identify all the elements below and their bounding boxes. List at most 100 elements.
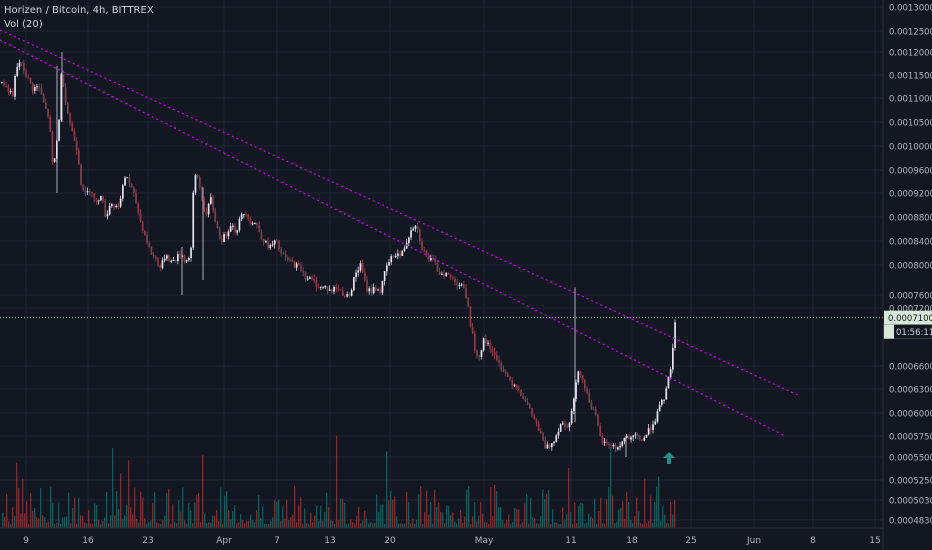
volume-bar	[128, 460, 130, 528]
price-tick-label: 0.00084000	[889, 238, 932, 248]
volume-bar	[274, 500, 276, 528]
candle-body	[491, 348, 494, 353]
price-tick-label: 0.00092000	[889, 190, 932, 200]
candle-body	[91, 192, 93, 194]
volume-bar	[468, 486, 470, 528]
volume-bar	[510, 523, 512, 528]
candle-body	[311, 277, 313, 279]
candle-body	[663, 399, 665, 401]
price-tick-label: 0.00052500	[889, 477, 932, 487]
candle-body	[434, 258, 437, 263]
candle-body	[60, 74, 63, 121]
volume-bar	[268, 524, 270, 528]
volume-bar	[354, 523, 356, 528]
volume-bar	[580, 502, 582, 528]
candle-body	[236, 230, 239, 233]
volume-bar	[294, 485, 296, 528]
candle-body	[133, 187, 135, 193]
volume-bar	[334, 523, 336, 528]
candle-body	[496, 355, 498, 361]
candle-body	[23, 62, 25, 72]
volume-bar	[84, 522, 86, 528]
volume-bar	[364, 510, 366, 528]
volume-bar	[550, 523, 552, 528]
price-axis-labels: 0.00130000 0.00125000 0.00120000 0.00115000…	[889, 4, 932, 527]
volume-bar	[576, 523, 578, 528]
time-tick-label: 16	[82, 536, 94, 546]
volume-bar	[570, 511, 572, 528]
candle-body	[20, 62, 23, 64]
candle-body	[606, 441, 608, 444]
volume-bar	[602, 523, 604, 528]
volume-bar	[138, 522, 140, 528]
candle-body	[361, 263, 364, 273]
candle-body	[223, 234, 225, 243]
candle-body	[102, 195, 104, 201]
candle-body	[18, 62, 21, 67]
candle-body	[540, 430, 542, 434]
candle-body	[172, 260, 175, 262]
candle-body	[227, 231, 230, 237]
volume-bar	[60, 523, 62, 528]
volume-bar	[586, 522, 588, 528]
candle-body	[124, 177, 126, 186]
candle-body	[394, 255, 397, 258]
volume-bar	[102, 521, 104, 528]
candle-body	[128, 177, 131, 184]
candle-body	[339, 289, 342, 291]
candle-body	[1, 81, 3, 83]
volume-bar	[90, 523, 92, 528]
candle-body	[302, 271, 305, 273]
candle-body	[410, 230, 412, 238]
candle-body	[401, 250, 404, 257]
volume-bar	[356, 515, 358, 528]
volume-bar	[432, 523, 434, 528]
volume-bar	[504, 523, 506, 528]
volume-bar	[390, 490, 392, 528]
volume-bar	[556, 522, 558, 528]
candle-body	[201, 187, 203, 201]
volume-bar	[426, 490, 428, 528]
candle-body	[271, 244, 274, 246]
candle-body	[392, 256, 395, 258]
candle-body	[579, 371, 582, 376]
volume-bar	[404, 523, 406, 528]
candle-body	[656, 411, 659, 422]
grid	[0, 0, 883, 528]
volume-bar	[66, 516, 68, 528]
candle-body	[553, 441, 555, 444]
volume-bar	[202, 455, 204, 528]
candle-body	[636, 434, 639, 436]
volume-bar	[134, 487, 136, 528]
volume-bar	[332, 520, 334, 528]
volume-bar	[160, 523, 162, 528]
volume-bar	[386, 451, 388, 528]
candle-body	[148, 243, 151, 247]
volume-bar	[260, 518, 262, 528]
volume-bar	[626, 491, 628, 528]
volume-bar	[310, 512, 312, 528]
candle-body	[117, 205, 120, 207]
volume-bar	[584, 523, 586, 528]
candle-body	[146, 234, 148, 244]
volume-bar	[320, 505, 322, 528]
candle-body	[111, 204, 113, 206]
volume-bar	[142, 497, 144, 528]
candle-body	[465, 288, 467, 298]
volume-bar	[520, 523, 522, 528]
candle-body	[69, 113, 71, 124]
volume-bar	[12, 507, 14, 528]
volume-bar	[48, 521, 50, 528]
volume-bar	[450, 515, 452, 528]
candle-body	[601, 436, 604, 443]
candle-body	[144, 231, 146, 235]
candle-body	[504, 372, 507, 374]
candle-body	[608, 443, 610, 446]
price-tick-label: 0.00063000	[889, 386, 932, 396]
volume-bar	[472, 516, 474, 528]
volume-bar	[438, 502, 440, 528]
volume-bar	[196, 495, 198, 528]
price-tick-label: 0.00057500	[889, 433, 932, 443]
